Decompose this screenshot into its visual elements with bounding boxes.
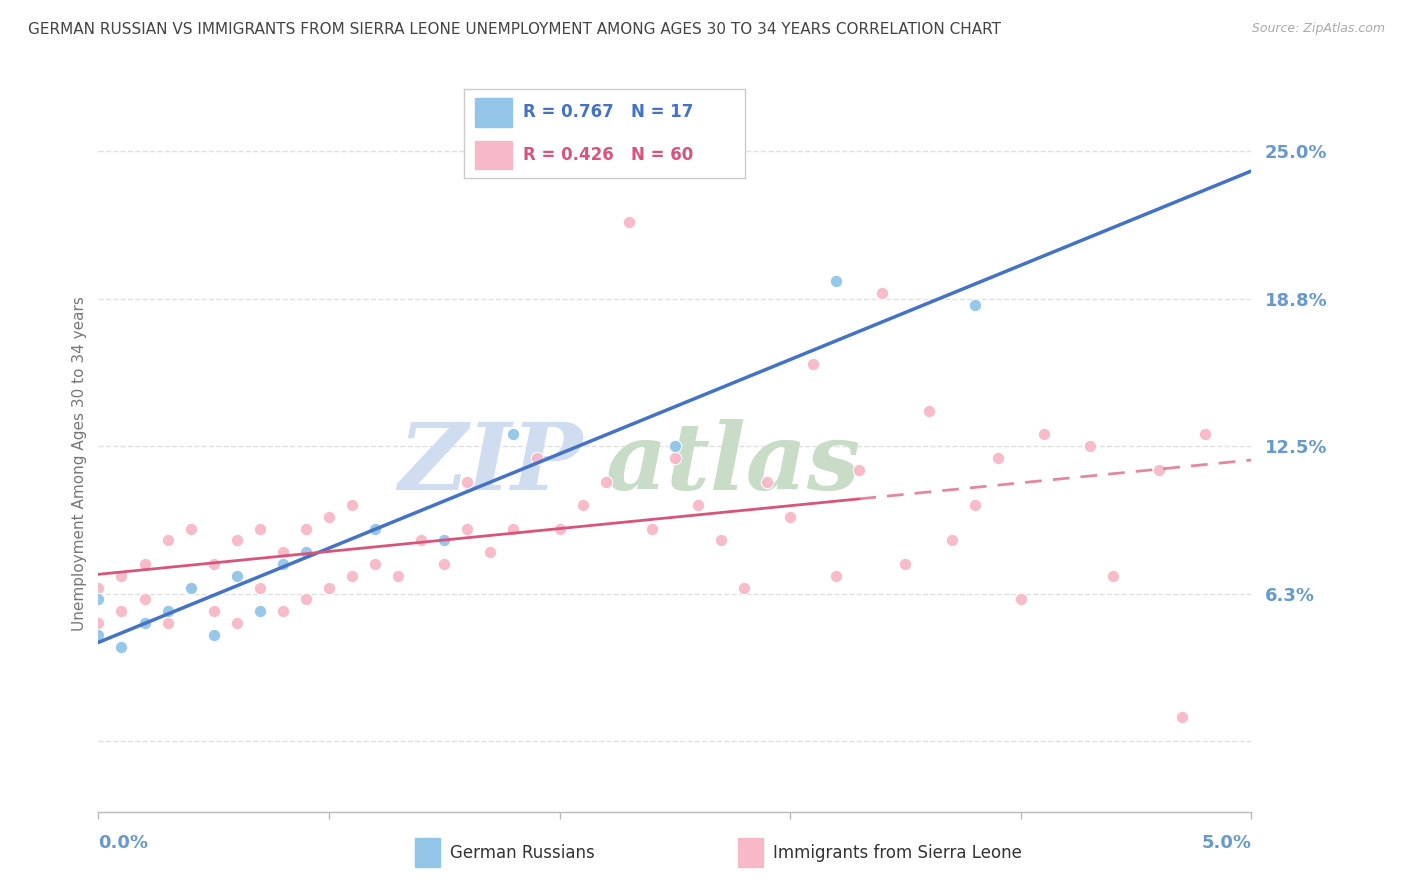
Point bbox=[941, 533, 963, 548]
Point bbox=[156, 604, 179, 618]
Point bbox=[664, 450, 686, 465]
Point bbox=[180, 581, 202, 595]
Point bbox=[848, 463, 870, 477]
Text: atlas: atlas bbox=[606, 419, 860, 508]
Point bbox=[1102, 569, 1125, 583]
Point bbox=[295, 522, 318, 536]
Point bbox=[202, 557, 225, 571]
Point bbox=[387, 569, 409, 583]
Point bbox=[894, 557, 917, 571]
Point bbox=[295, 592, 318, 607]
Point bbox=[156, 615, 179, 630]
Point bbox=[134, 592, 156, 607]
Point bbox=[502, 522, 524, 536]
Point bbox=[249, 604, 271, 618]
Point bbox=[526, 450, 548, 465]
Point bbox=[411, 533, 433, 548]
Point bbox=[433, 557, 456, 571]
Point bbox=[1010, 592, 1032, 607]
Point bbox=[433, 533, 456, 548]
Point bbox=[87, 615, 110, 630]
Point bbox=[710, 533, 733, 548]
Point bbox=[617, 215, 640, 229]
Point bbox=[963, 298, 986, 312]
Text: 0.0%: 0.0% bbox=[98, 834, 149, 852]
Text: 5.0%: 5.0% bbox=[1201, 834, 1251, 852]
Point bbox=[1194, 427, 1216, 442]
Point bbox=[364, 522, 387, 536]
Point bbox=[318, 509, 340, 524]
Point bbox=[271, 557, 294, 571]
Point bbox=[479, 545, 502, 559]
Text: ZIP: ZIP bbox=[398, 419, 582, 508]
Point bbox=[134, 615, 156, 630]
Text: R = 0.767   N = 17: R = 0.767 N = 17 bbox=[523, 103, 693, 121]
Point bbox=[963, 498, 986, 512]
Point bbox=[156, 533, 179, 548]
Point bbox=[180, 522, 202, 536]
Point bbox=[548, 522, 571, 536]
Text: R = 0.426   N = 60: R = 0.426 N = 60 bbox=[523, 146, 693, 164]
Point bbox=[340, 498, 363, 512]
Text: Source: ZipAtlas.com: Source: ZipAtlas.com bbox=[1251, 22, 1385, 36]
Point bbox=[664, 439, 686, 453]
Text: GERMAN RUSSIAN VS IMMIGRANTS FROM SIERRA LEONE UNEMPLOYMENT AMONG AGES 30 TO 34 : GERMAN RUSSIAN VS IMMIGRANTS FROM SIERRA… bbox=[28, 22, 1001, 37]
Point bbox=[87, 581, 110, 595]
Point bbox=[87, 592, 110, 607]
Point bbox=[641, 522, 664, 536]
Point bbox=[87, 628, 110, 642]
Point bbox=[318, 581, 340, 595]
Point bbox=[225, 615, 247, 630]
Point bbox=[202, 604, 225, 618]
Point bbox=[595, 475, 617, 489]
Point bbox=[110, 604, 132, 618]
Point bbox=[202, 628, 225, 642]
Point bbox=[756, 475, 779, 489]
Point bbox=[340, 569, 363, 583]
Y-axis label: Unemployment Among Ages 30 to 34 years: Unemployment Among Ages 30 to 34 years bbox=[72, 296, 87, 632]
Point bbox=[1078, 439, 1101, 453]
Point bbox=[249, 581, 271, 595]
Point bbox=[271, 545, 294, 559]
Point bbox=[249, 522, 271, 536]
FancyBboxPatch shape bbox=[475, 98, 512, 127]
Point bbox=[825, 274, 848, 288]
Point bbox=[571, 498, 593, 512]
FancyBboxPatch shape bbox=[475, 141, 512, 169]
Point bbox=[779, 509, 801, 524]
Point bbox=[1147, 463, 1170, 477]
Point bbox=[801, 357, 824, 371]
Point bbox=[872, 285, 894, 300]
Point bbox=[1171, 710, 1194, 724]
Point bbox=[456, 522, 478, 536]
Point bbox=[271, 604, 294, 618]
Point bbox=[110, 640, 132, 654]
Text: Immigrants from Sierra Leone: Immigrants from Sierra Leone bbox=[773, 844, 1022, 862]
Point bbox=[686, 498, 709, 512]
Point bbox=[180, 581, 202, 595]
Point bbox=[733, 581, 755, 595]
Point bbox=[502, 427, 524, 442]
Point bbox=[225, 533, 247, 548]
Point bbox=[917, 404, 939, 418]
Point bbox=[987, 450, 1010, 465]
Point bbox=[1032, 427, 1054, 442]
Point bbox=[295, 545, 318, 559]
Point bbox=[825, 569, 848, 583]
Point bbox=[456, 475, 478, 489]
Point bbox=[134, 557, 156, 571]
Text: German Russians: German Russians bbox=[450, 844, 595, 862]
Point bbox=[225, 569, 247, 583]
Point bbox=[364, 557, 387, 571]
Point bbox=[110, 569, 132, 583]
